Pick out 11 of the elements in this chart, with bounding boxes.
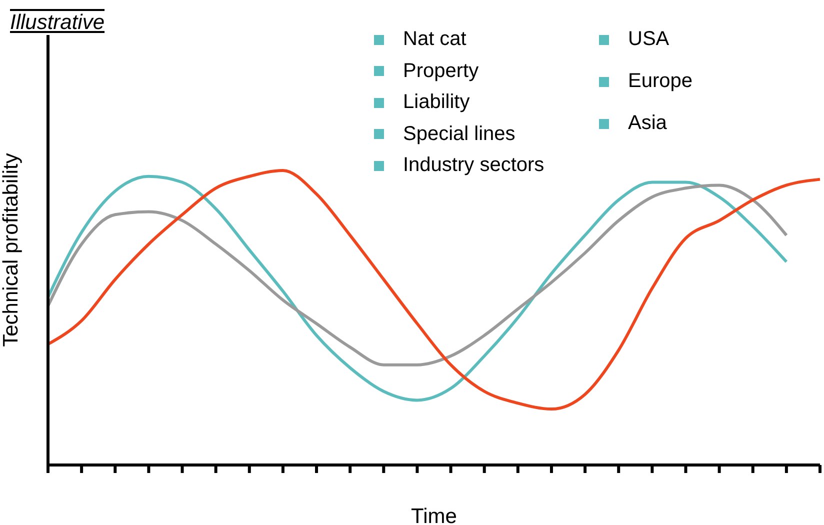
annotation: Industry sectors	[403, 154, 544, 177]
text: Nat cat	[403, 28, 466, 51]
text: USA	[628, 28, 670, 51]
chart-title: Illustrative	[10, 10, 105, 36]
text: Europe	[628, 70, 692, 93]
text: Asia	[628, 112, 667, 135]
text: Liability	[403, 91, 470, 114]
y-axis-title: Technical profitability	[0, 152, 22, 347]
text: Property	[403, 60, 479, 82]
text: Special lines	[403, 122, 516, 146]
x-axis-title: Time	[411, 505, 457, 525]
